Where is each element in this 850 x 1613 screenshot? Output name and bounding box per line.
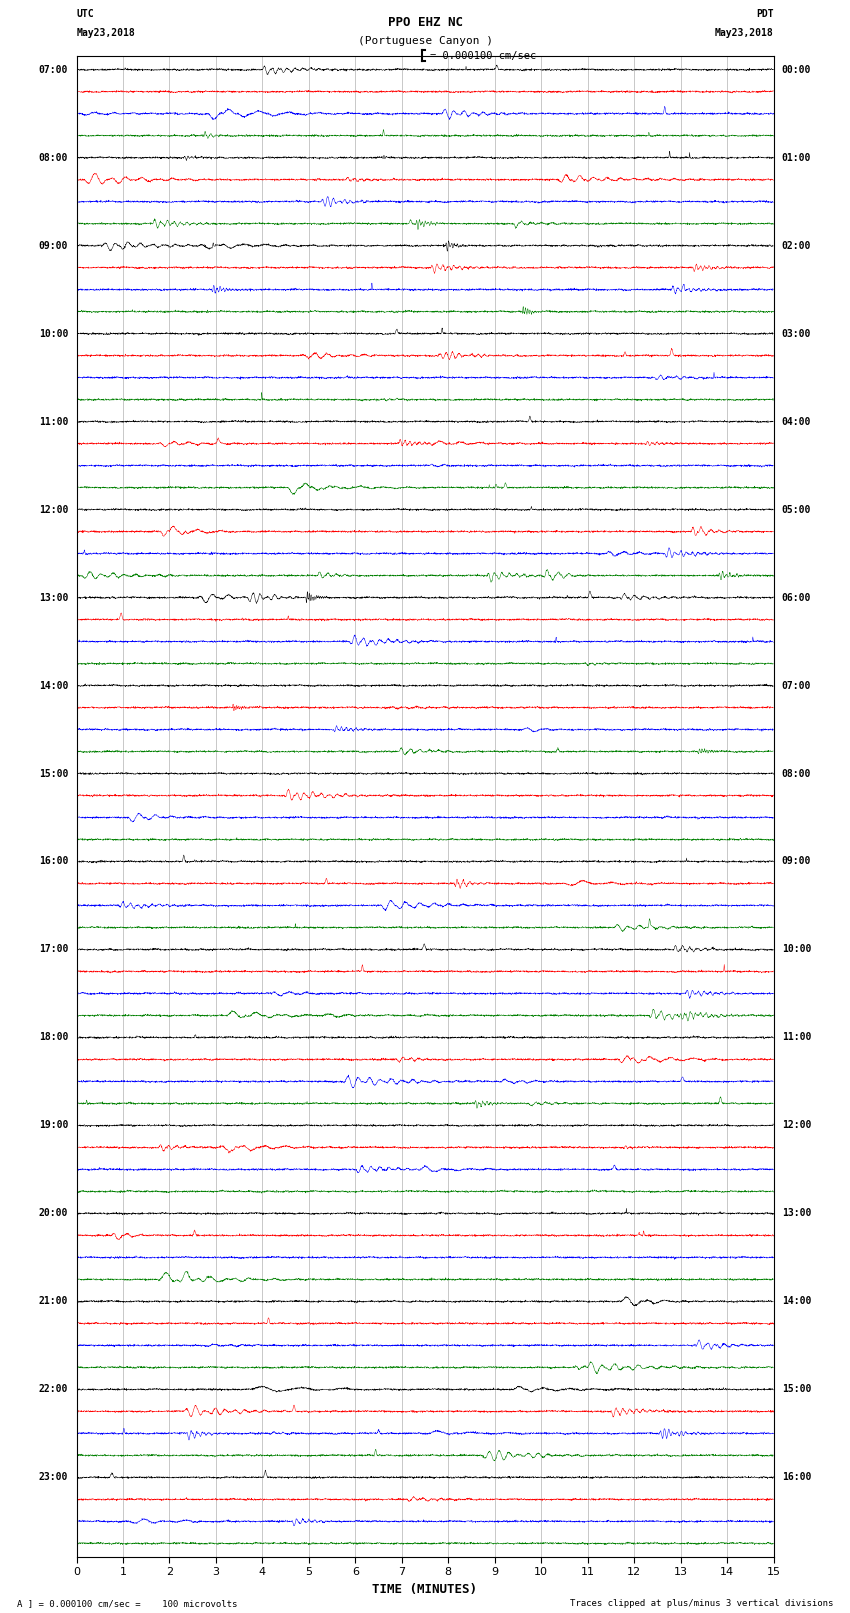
- Text: 10:00: 10:00: [39, 329, 68, 339]
- Text: 02:00: 02:00: [782, 240, 811, 250]
- Text: PDT: PDT: [756, 10, 774, 19]
- Text: 16:00: 16:00: [39, 857, 68, 866]
- Text: 10:00: 10:00: [782, 945, 811, 955]
- Text: Traces clipped at plus/minus 3 vertical divisions: Traces clipped at plus/minus 3 vertical …: [570, 1598, 833, 1608]
- Text: 07:00: 07:00: [39, 65, 68, 74]
- Text: = 0.000100 cm/sec: = 0.000100 cm/sec: [430, 50, 536, 61]
- Text: 18:00: 18:00: [39, 1032, 68, 1042]
- Text: A ] = 0.000100 cm/sec =    100 microvolts: A ] = 0.000100 cm/sec = 100 microvolts: [17, 1598, 237, 1608]
- Text: 09:00: 09:00: [782, 857, 811, 866]
- Text: 03:00: 03:00: [782, 329, 811, 339]
- Text: 21:00: 21:00: [39, 1297, 68, 1307]
- Text: May23,2018: May23,2018: [76, 29, 135, 39]
- Text: 01:00: 01:00: [782, 153, 811, 163]
- Text: PPO EHZ NC: PPO EHZ NC: [388, 16, 462, 29]
- Text: 13:00: 13:00: [782, 1208, 811, 1218]
- Text: 15:00: 15:00: [39, 768, 68, 779]
- Text: 22:00: 22:00: [39, 1384, 68, 1394]
- Text: May23,2018: May23,2018: [715, 29, 774, 39]
- Text: 20:00: 20:00: [39, 1208, 68, 1218]
- Text: 23:00: 23:00: [39, 1473, 68, 1482]
- Text: 09:00: 09:00: [39, 240, 68, 250]
- Text: 08:00: 08:00: [39, 153, 68, 163]
- Text: 19:00: 19:00: [39, 1121, 68, 1131]
- Text: (Portuguese Canyon ): (Portuguese Canyon ): [358, 35, 492, 45]
- Text: 11:00: 11:00: [782, 1032, 811, 1042]
- Text: 12:00: 12:00: [782, 1121, 811, 1131]
- Text: 04:00: 04:00: [782, 416, 811, 426]
- Text: 13:00: 13:00: [39, 592, 68, 603]
- Text: 14:00: 14:00: [39, 681, 68, 690]
- Text: 07:00: 07:00: [782, 681, 811, 690]
- Text: 17:00: 17:00: [39, 945, 68, 955]
- Text: 14:00: 14:00: [782, 1297, 811, 1307]
- Text: 06:00: 06:00: [782, 592, 811, 603]
- Text: 12:00: 12:00: [39, 505, 68, 515]
- Text: 08:00: 08:00: [782, 768, 811, 779]
- Text: 11:00: 11:00: [39, 416, 68, 426]
- Text: 00:00: 00:00: [782, 65, 811, 74]
- X-axis label: TIME (MINUTES): TIME (MINUTES): [372, 1582, 478, 1595]
- Text: 15:00: 15:00: [782, 1384, 811, 1394]
- Text: UTC: UTC: [76, 10, 94, 19]
- Text: 05:00: 05:00: [782, 505, 811, 515]
- Text: 16:00: 16:00: [782, 1473, 811, 1482]
